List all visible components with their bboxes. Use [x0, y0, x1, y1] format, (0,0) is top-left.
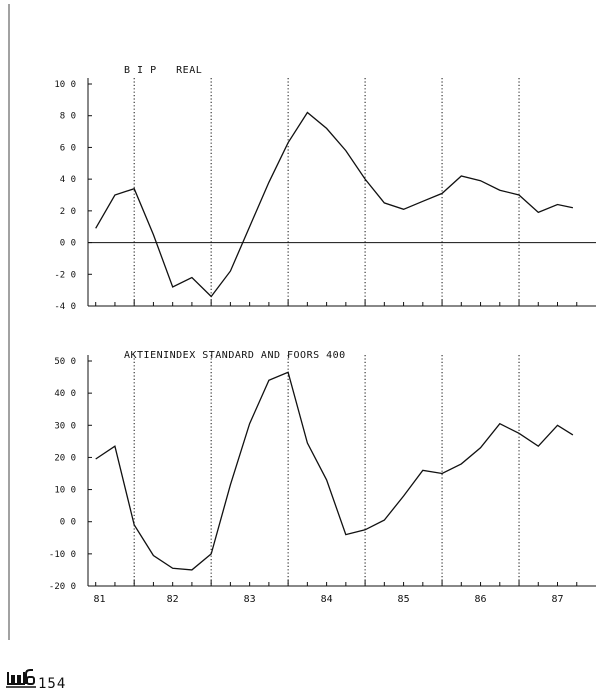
- y-tick-label-0: 10 0: [54, 80, 76, 90]
- y-tick-label-6: -2 0: [54, 270, 76, 280]
- page-number: 154: [38, 676, 67, 692]
- y-tick-label-4: 2 0: [60, 207, 76, 217]
- y-tick-label-6: -10 0: [49, 550, 76, 560]
- aktienindex-series-line: [95, 371, 574, 571]
- y-tick-label-4: 10 0: [54, 486, 76, 496]
- y-tick-label-2: 6 0: [60, 143, 76, 153]
- y-tick-label-7: -4 0: [54, 302, 76, 312]
- x-year-label-87: 87: [551, 594, 563, 605]
- x-year-label-82: 82: [167, 594, 179, 605]
- y-tick-label-5: 0 0: [60, 518, 76, 528]
- y-tick-label-3: 4 0: [60, 175, 76, 185]
- wifo-logo: [6, 669, 36, 688]
- y-tick-label-1: 8 0: [60, 112, 76, 122]
- bip-real-title: B I P REAL: [124, 65, 202, 76]
- x-year-label-84: 84: [321, 594, 333, 605]
- y-tick-label-1: 40 0: [54, 389, 76, 399]
- x-year-label-86: 86: [475, 594, 487, 605]
- x-year-label-85: 85: [398, 594, 410, 605]
- x-year-label-81: 81: [94, 594, 106, 605]
- aktienindex-chart: AKTIENINDEX STANDARD AND FOORS 400 50 0 4…: [49, 350, 596, 605]
- bip-real-chart: B I P REAL 10 0 8 0 6 0 4 0 2 0 0 0 -2 0 -4 0: [54, 65, 596, 312]
- bip-real-series-line: [95, 111, 574, 298]
- x-year-label-83: 83: [244, 594, 256, 605]
- y-tick-label-3: 20 0: [54, 453, 76, 463]
- y-tick-label-5: 0 0: [60, 239, 76, 249]
- y-tick-label-7: -20 0: [49, 582, 76, 592]
- y-tick-label-2: 30 0: [54, 421, 76, 431]
- y-tick-label-0: 50 0: [54, 357, 76, 367]
- aktienindex-title: AKTIENINDEX STANDARD AND FOORS 400: [124, 350, 346, 361]
